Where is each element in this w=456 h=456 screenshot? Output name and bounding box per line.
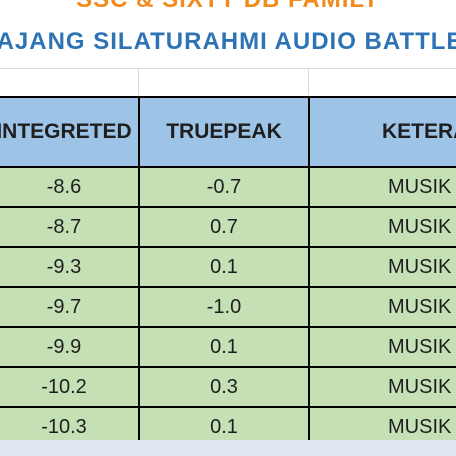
- cell-integrated[interactable]: -10.2: [0, 366, 140, 408]
- cell-truepeak[interactable]: -1.0: [138, 286, 310, 328]
- audio-measurement-table: INTEGRETED TRUEPEAK KETERA -8.6 -0.7 MUS…: [0, 96, 456, 448]
- cell-integrated[interactable]: -8.6: [0, 166, 140, 208]
- cell-truepeak[interactable]: 0.1: [138, 246, 310, 288]
- cell-keterangan[interactable]: MUSIK: [308, 166, 456, 208]
- cell-integrated[interactable]: -9.3: [0, 246, 140, 288]
- sheet-title-main: AJANG SILATURAHMI AUDIO BATTLE: [0, 28, 456, 55]
- cell-integrated[interactable]: -8.7: [0, 206, 140, 248]
- cell-integrated[interactable]: -9.7: [0, 286, 140, 328]
- sheet-bottom-strip: [0, 440, 456, 456]
- header-truepeak[interactable]: TRUEPEAK: [138, 96, 310, 168]
- cell-truepeak[interactable]: -0.7: [138, 166, 310, 208]
- table-row: -9.7 -1.0 MUSIK: [0, 286, 456, 328]
- cell-truepeak[interactable]: 0.7: [138, 206, 310, 248]
- cell-keterangan[interactable]: MUSIK: [308, 286, 456, 328]
- empty-spreadsheet-row: [0, 68, 456, 95]
- sheet-title-top: SSC & SIXTY DB FAMILY: [0, 0, 456, 13]
- header-integrated[interactable]: INTEGRETED: [0, 96, 140, 168]
- cell-keterangan[interactable]: MUSIK: [308, 326, 456, 368]
- table-row: -9.9 0.1 MUSIK: [0, 326, 456, 368]
- table-header-row: INTEGRETED TRUEPEAK KETERA: [0, 96, 456, 168]
- cell-keterangan[interactable]: MUSIK: [308, 366, 456, 408]
- table-row: -8.6 -0.7 MUSIK: [0, 166, 456, 208]
- cell-integrated[interactable]: -9.9: [0, 326, 140, 368]
- header-keterangan[interactable]: KETERA: [308, 96, 456, 168]
- cell-truepeak[interactable]: 0.1: [138, 326, 310, 368]
- cell-keterangan[interactable]: MUSIK: [308, 206, 456, 248]
- cell-integrated[interactable]: -10.3: [0, 406, 140, 448]
- table-row: -10.2 0.3 MUSIK: [0, 366, 456, 408]
- cell-truepeak[interactable]: 0.3: [138, 366, 310, 408]
- cell-keterangan[interactable]: MUSIK: [308, 246, 456, 288]
- table-row: -9.3 0.1 MUSIK: [0, 246, 456, 288]
- table-row: -8.7 0.7 MUSIK: [0, 206, 456, 248]
